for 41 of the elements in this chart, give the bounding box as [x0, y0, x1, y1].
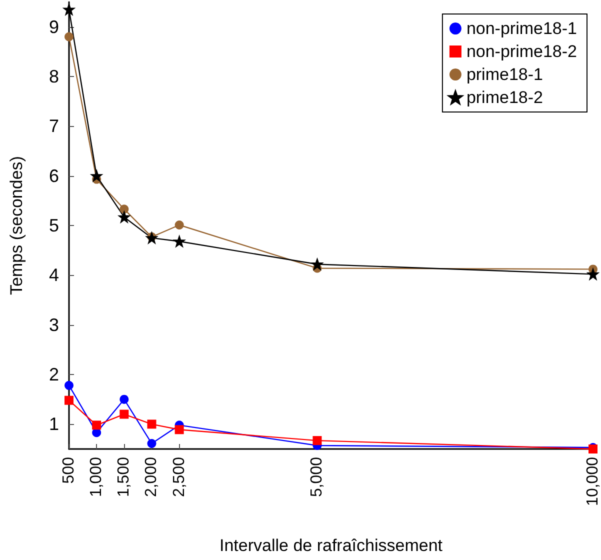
legend-label: non-prime18-1 [466, 19, 578, 38]
x-tick-label: 2,000 [143, 456, 160, 498]
y-tick-label: 1 [48, 414, 59, 434]
legend-label: prime18-2 [466, 88, 543, 107]
y-axis-title: Temps (secondes) [7, 156, 26, 295]
legend-label: non-prime18-2 [466, 42, 578, 61]
x-tick-label: 1,000 [88, 456, 106, 498]
x-tick-label: 500 [60, 456, 78, 484]
y-tick-label: 5 [48, 216, 59, 236]
point [120, 394, 129, 404]
point [587, 268, 599, 280]
y-tick-label: 6 [48, 166, 59, 186]
x-tick-label: 1,500 [116, 456, 133, 498]
point [312, 436, 322, 446]
y-tick-label: 8 [48, 66, 59, 86]
point [312, 258, 323, 270]
point [147, 420, 156, 429]
point [120, 204, 129, 214]
point [63, 4, 75, 16]
point [146, 232, 158, 244]
legend-label: prime18-1 [466, 65, 543, 84]
point [118, 211, 130, 223]
point [120, 410, 129, 419]
point [174, 425, 184, 434]
y-tick-label: 9 [48, 16, 59, 37]
x-axis-title: Intervalle de rafraîchissement [220, 536, 443, 555]
point [147, 439, 156, 448]
point [64, 380, 74, 390]
x-tick-label: 2,500 [170, 456, 188, 498]
point [64, 396, 74, 405]
point [92, 420, 102, 430]
point [174, 220, 184, 230]
y-tick-label: 2 [48, 364, 59, 384]
point [64, 32, 74, 42]
x-tick-label: 10,000 [584, 456, 601, 506]
y-tick-label: 7 [48, 116, 59, 136]
y-tick-label: 3 [48, 314, 59, 335]
point [90, 170, 102, 182]
x-tick-label: 5,000 [308, 456, 326, 498]
y-tick-label: 4 [48, 265, 59, 286]
point [174, 236, 185, 247]
